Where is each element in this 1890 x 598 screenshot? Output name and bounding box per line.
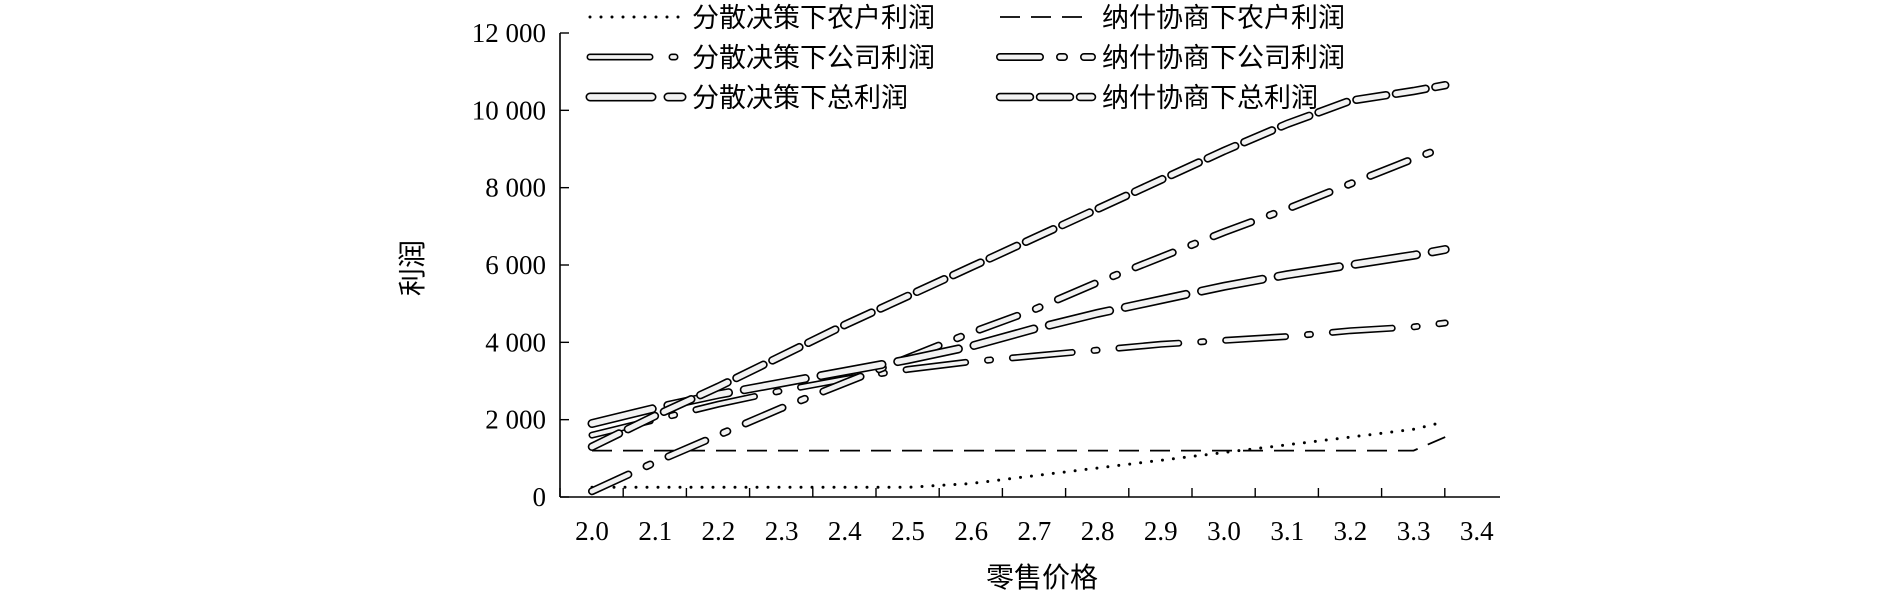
series-line-inner	[589, 82, 1448, 450]
x-tick-label: 3.1	[1270, 516, 1304, 546]
x-tick-label: 2.3	[765, 516, 799, 546]
y-tick-label: 0	[533, 482, 547, 512]
y-tick-label: 6 000	[485, 250, 546, 280]
legend-label: 分散决策下农户利润	[692, 3, 935, 34]
y-tick-label: 4 000	[485, 327, 546, 357]
series-line-inner	[589, 144, 1448, 494]
x-tick-label: 3.3	[1397, 516, 1431, 546]
series-2	[592, 436, 1446, 452]
series-4	[588, 143, 1450, 496]
legend-item-2: 纳什协商下农户利润	[1000, 3, 1345, 34]
series-3	[588, 319, 1449, 439]
legend-item-5: 分散决策下总利润	[585, 83, 908, 114]
x-tick-label: 2.7	[1018, 516, 1052, 546]
x-axis-title: 零售价格	[986, 561, 1098, 594]
legend-item-6: 纳什协商下总利润	[995, 83, 1318, 114]
x-tick-label: 2.6	[954, 516, 988, 546]
legend-item-3: 分散决策下公司利润	[586, 43, 935, 74]
series-line-inner	[589, 246, 1449, 427]
legend-label: 纳什协商下公司利润	[1102, 43, 1345, 74]
y-tick-label: 8 000	[485, 173, 546, 203]
x-tick-label: 2.8	[1081, 516, 1115, 546]
x-tick-label: 3.2	[1334, 516, 1368, 546]
y-tick-label: 2 000	[485, 405, 546, 435]
x-tick-label: 2.4	[828, 516, 862, 546]
legend-label: 纳什协商下农户利润	[1102, 3, 1345, 34]
x-tick-label: 3.4	[1460, 516, 1494, 546]
series-layer	[587, 80, 1450, 496]
y-axis-title: 利润	[396, 240, 429, 296]
series-line-inner	[590, 321, 1448, 437]
x-tick-label: 2.9	[1144, 516, 1178, 546]
legend-label: 分散决策下公司利润	[692, 43, 935, 74]
series-line-outer	[587, 245, 1450, 428]
legend-label: 纳什协商下总利润	[1102, 83, 1318, 114]
axes: 0 2 000 4 000 6 000 8 000 10 000 12 000 2.0 2.1 2…	[472, 18, 1500, 546]
y-tick-label: 12 000	[472, 18, 546, 48]
legend-item-1: 分散决策下农户利润	[588, 3, 935, 34]
y-tick-label: 10 000	[472, 95, 546, 125]
legend-item-4: 纳什协商下公司利润	[996, 43, 1345, 74]
series-5	[587, 245, 1450, 428]
series-6	[587, 80, 1450, 451]
x-tick-label: 2.2	[702, 516, 736, 546]
series-line-outer	[588, 319, 1449, 439]
x-tick-label: 3.0	[1207, 516, 1241, 546]
x-tick-label: 2.0	[575, 516, 609, 546]
x-tick-label: 2.5	[891, 516, 925, 546]
x-tick-label: 2.1	[638, 516, 672, 546]
series-line	[592, 436, 1446, 452]
legend-label: 分散决策下总利润	[692, 83, 908, 114]
